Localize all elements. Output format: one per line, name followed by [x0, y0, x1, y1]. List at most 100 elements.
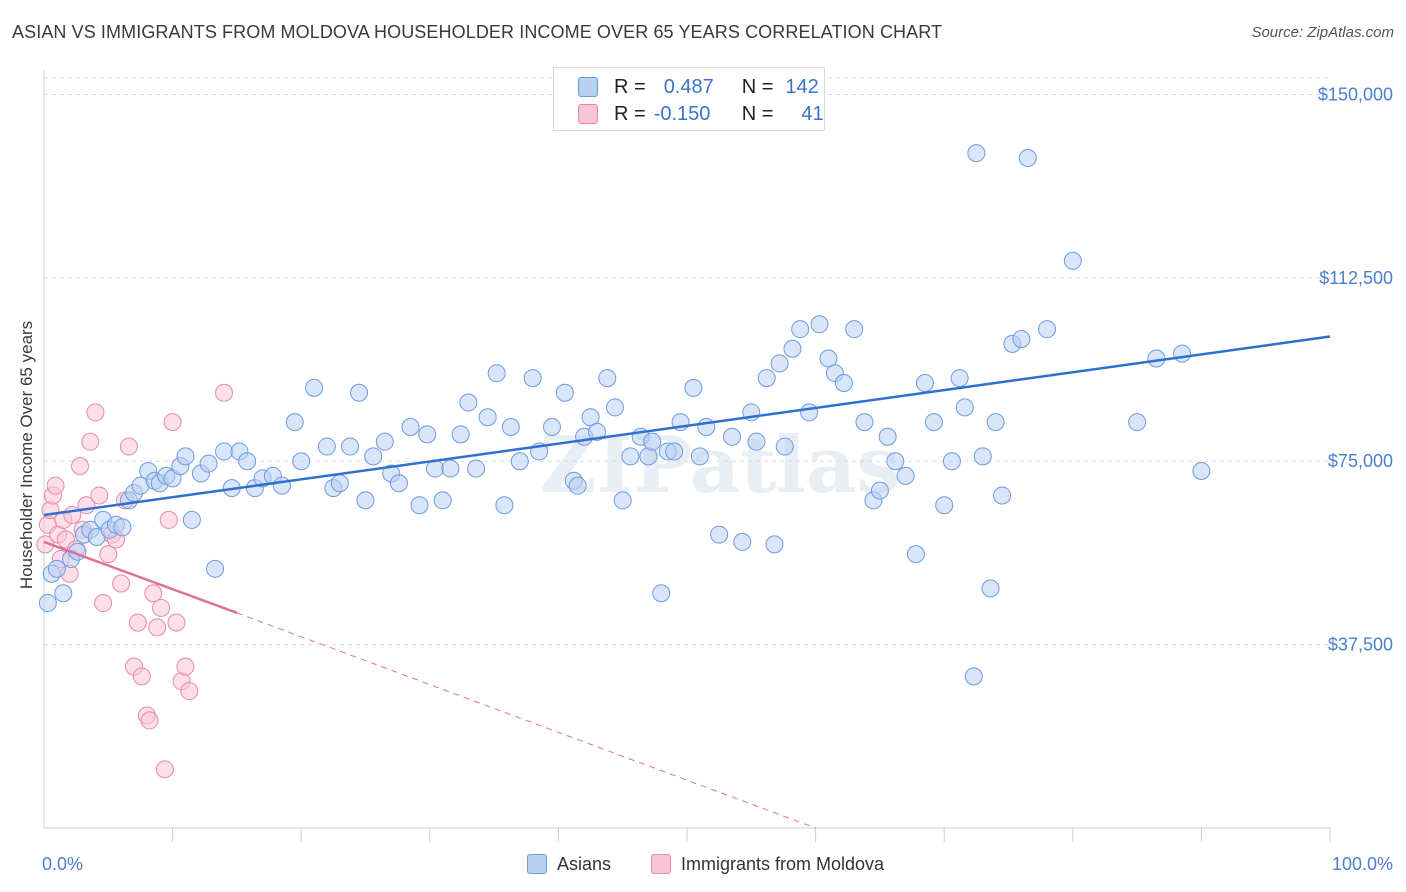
data-point-asian: [350, 383, 369, 402]
legend-n-label: N =: [741, 75, 774, 98]
data-point-asian: [757, 369, 776, 388]
data-point-asian: [375, 432, 394, 451]
data-point-moldova: [148, 618, 167, 637]
data-point-asian: [643, 432, 662, 451]
legend-r-label: R =: [614, 75, 646, 98]
data-point-asian: [924, 413, 943, 432]
data-point-asian: [113, 518, 132, 537]
legend-n-value: 41: [801, 102, 824, 125]
data-point-asian: [501, 417, 520, 436]
data-point-moldova: [140, 711, 159, 730]
data-point-asian: [684, 378, 703, 397]
data-point-asian: [993, 486, 1012, 505]
data-point-asian: [652, 584, 671, 603]
bottom-legend-moldova: Immigrants from Moldova: [651, 851, 884, 877]
chart-source: Source: ZipAtlas.com: [1251, 24, 1394, 41]
data-point-asian: [690, 447, 709, 466]
data-point-asian: [1018, 149, 1037, 168]
legend-r-value: -0.150: [653, 102, 711, 125]
data-point-asian: [770, 354, 789, 373]
trendline-asians: [43, 335, 1331, 517]
legend-swatch-asians: [578, 77, 598, 97]
data-point-asian: [1063, 251, 1082, 270]
data-point-asian: [199, 454, 218, 473]
data-point-moldova: [81, 432, 100, 451]
legend-swatch-moldova: [578, 104, 598, 124]
data-point-asian: [935, 496, 954, 515]
trendline-moldova-extrapolated: [236, 612, 816, 829]
data-point-moldova: [90, 486, 109, 505]
data-point-asian: [964, 667, 983, 686]
data-point-asian: [855, 413, 874, 432]
data-point-moldova: [159, 510, 178, 529]
data-point-asian: [710, 525, 729, 544]
data-point-asian: [747, 432, 766, 451]
data-point-asian: [555, 383, 574, 402]
y-tick-label: $37,500: [1328, 635, 1393, 655]
data-point-asian: [915, 373, 934, 392]
y-tick-label: $150,000: [1318, 84, 1393, 104]
data-point-asian: [54, 584, 73, 603]
data-point-asian: [305, 378, 324, 397]
data-point-moldova: [46, 476, 65, 495]
data-point-asian: [605, 398, 624, 417]
data-point-asian: [182, 510, 201, 529]
data-point-asian: [613, 491, 632, 510]
legend-row-moldova: R = -0.150 N = 41: [578, 101, 824, 127]
data-point-asian: [401, 417, 420, 436]
data-point-moldova: [144, 584, 163, 603]
data-point-moldova: [86, 403, 105, 422]
data-point-asian: [1128, 413, 1147, 432]
data-point-asian: [1147, 349, 1166, 368]
data-point-asian: [621, 447, 640, 466]
data-point-asian: [238, 452, 257, 471]
data-point-moldova: [94, 594, 113, 613]
data-point-asian: [967, 144, 986, 163]
data-point-asian: [834, 373, 853, 392]
data-point-asian: [810, 315, 829, 334]
y-tick-label: $75,000: [1328, 451, 1393, 471]
y-axis-label: Householder Income Over 65 years: [17, 321, 36, 589]
data-point-moldova: [215, 383, 234, 402]
data-point-moldova: [163, 413, 182, 432]
data-point-asian: [896, 466, 915, 485]
data-point-moldova: [132, 667, 151, 686]
data-point-asian: [176, 447, 195, 466]
data-point-asian: [775, 437, 794, 456]
data-point-asian: [459, 393, 478, 412]
data-point-moldova: [176, 657, 195, 676]
data-point-asian: [878, 427, 897, 446]
data-point-asian: [598, 369, 617, 388]
data-point-asian: [467, 459, 486, 478]
data-point-asian: [292, 452, 311, 471]
data-point-asian: [870, 481, 889, 500]
data-point-asian: [478, 408, 497, 427]
data-point-moldova: [180, 682, 199, 701]
data-point-asian: [523, 369, 542, 388]
correlation-legend: R = 0.487 N = 142 R = -0.150 N = 41: [553, 67, 825, 131]
trendline-moldova: [43, 540, 238, 614]
legend-r-label: R =: [614, 102, 646, 125]
data-point-asian: [441, 459, 460, 478]
data-point-asian: [886, 452, 905, 471]
data-point-asian: [800, 403, 819, 422]
data-point-asian: [955, 398, 974, 417]
data-point-moldova: [152, 598, 171, 617]
data-point-asian: [906, 545, 925, 564]
bottom-legend-label: Immigrants from Moldova: [681, 853, 885, 874]
data-point-asian: [330, 474, 349, 493]
data-point-asian: [410, 496, 429, 515]
data-point-asian: [433, 491, 452, 510]
bottom-legend-asians: Asians: [527, 851, 611, 877]
data-point-asian: [665, 442, 684, 461]
data-point-asian: [1192, 462, 1211, 481]
data-point-moldova: [155, 760, 174, 779]
data-point-asian: [981, 579, 1000, 598]
data-point-asian: [317, 437, 336, 456]
data-point-asian: [733, 532, 752, 551]
bottom-legend-swatch-asians: [527, 854, 547, 874]
data-point-asian: [495, 496, 514, 515]
data-point-asian: [783, 339, 802, 358]
data-point-moldova: [99, 545, 118, 564]
